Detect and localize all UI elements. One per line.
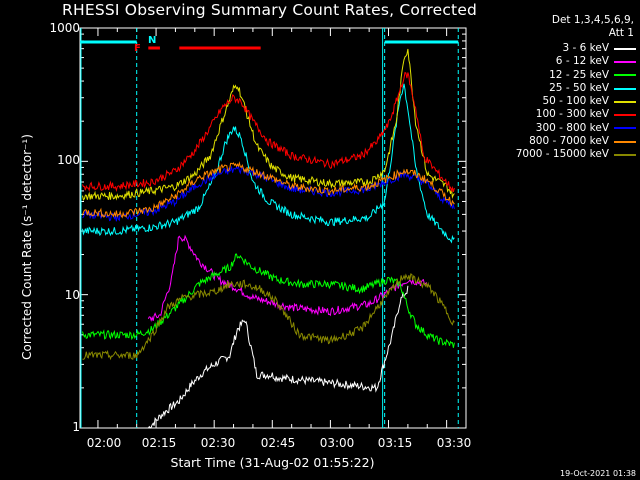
chart-title: RHESSI Observing Summary Count Rates, Co…	[62, 1, 478, 19]
x-tick-label: 02:00	[86, 436, 122, 450]
legend-label: 100 - 300 keV	[535, 108, 609, 121]
legend-item: 7000 - 15000 keV	[516, 148, 636, 161]
legend-label: 7000 - 15000 keV	[515, 148, 609, 161]
legend-swatch	[614, 127, 636, 130]
series-line	[82, 253, 455, 348]
x-tick-label: 02:45	[260, 436, 296, 450]
legend-swatch	[614, 140, 636, 143]
legend-item: 12 - 25 keV	[516, 69, 636, 82]
flare-flag: F	[134, 43, 141, 54]
x-tick-label: 03:15	[377, 436, 413, 450]
legend-swatch	[614, 100, 636, 103]
legend-swatch	[614, 87, 636, 90]
legend-label: 300 - 800 keV	[535, 121, 609, 134]
legend-item: 50 - 100 keV	[516, 95, 636, 108]
series-line	[82, 48, 455, 201]
legend-swatch	[614, 114, 636, 117]
x-axis-label: Start Time (31-Aug-02 01:55:22)	[170, 455, 375, 470]
y-tick-label: 1000	[49, 21, 80, 35]
series-line	[82, 273, 455, 361]
legend-header: Det 1,3,4,5,6,9, Att 1	[552, 14, 634, 40]
plot-frame	[79, 27, 467, 429]
legend-label: 50 - 100 keV	[542, 95, 609, 108]
x-tick-label: 02:30	[200, 436, 236, 450]
y-tick-label: 1	[72, 420, 80, 434]
legend-swatch	[614, 74, 636, 77]
legend-swatch	[614, 60, 636, 63]
y-tick-label: 100	[57, 153, 80, 167]
legend-item: 3 - 6 keV	[516, 42, 636, 55]
x-tick-label: 03:00	[319, 436, 355, 450]
x-tick-label: 02:15	[141, 436, 177, 450]
legend-item: 800 - 7000 keV	[516, 135, 636, 148]
y-axis-label: Corrected Count Rate (s⁻¹ detector⁻¹)	[20, 134, 34, 360]
legend-swatch	[614, 154, 636, 157]
series-line	[82, 83, 455, 244]
legend-item: 25 - 50 keV	[516, 82, 636, 95]
series-line	[147, 285, 409, 429]
timestamp: 19-Oct-2021 01:38	[560, 469, 636, 478]
night-flag: N	[148, 35, 157, 46]
legend-label: 25 - 50 keV	[549, 81, 609, 94]
legend-header-detectors: Det 1,3,4,5,6,9,	[551, 14, 634, 26]
legend-item: 6 - 12 keV	[516, 55, 636, 68]
series-line	[82, 71, 455, 193]
legend-label: 3 - 6 keV	[562, 42, 609, 54]
legend-label: 12 - 25 keV	[549, 68, 609, 81]
series-line	[82, 161, 455, 219]
legend-label: 6 - 12 keV	[555, 55, 609, 68]
legend-item: 300 - 800 keV	[516, 122, 636, 135]
legend-item: 100 - 300 keV	[516, 108, 636, 121]
x-tick-label: 03:30	[436, 436, 472, 450]
legend: 3 - 6 keV 6 - 12 keV 12 - 25 keV 25 - 50…	[516, 42, 636, 162]
legend-swatch	[614, 47, 636, 50]
series-line	[147, 234, 428, 322]
legend-label: 800 - 7000 keV	[529, 135, 609, 148]
y-tick-label: 10	[64, 288, 80, 302]
legend-header-attenuator: Att 1	[608, 27, 634, 39]
